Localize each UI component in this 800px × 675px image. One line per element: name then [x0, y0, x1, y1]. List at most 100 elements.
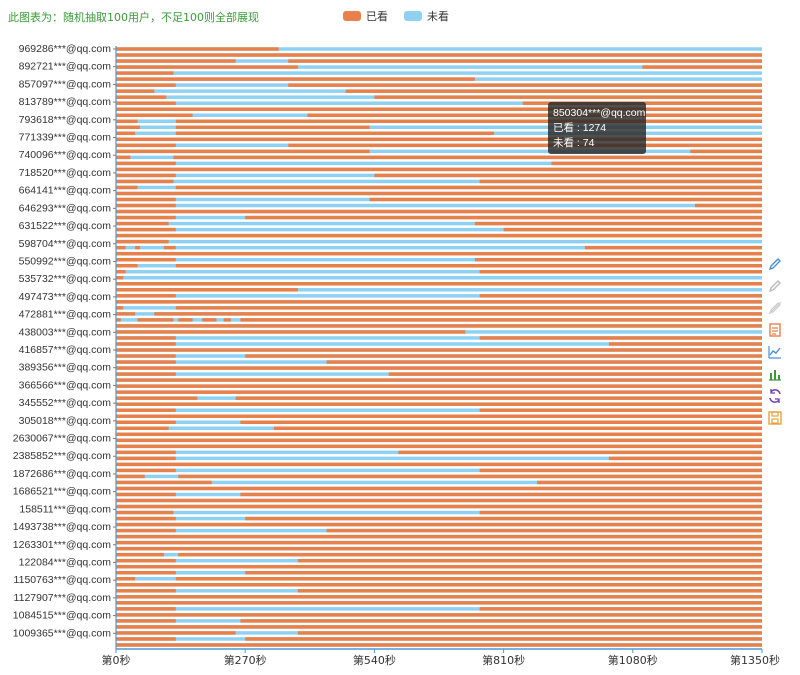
bar-watched[interactable] — [116, 47, 279, 51]
bar-watched[interactable] — [116, 564, 762, 569]
bar-watched[interactable] — [116, 510, 174, 515]
bar-watched[interactable] — [288, 83, 762, 87]
bar-watched[interactable] — [116, 348, 762, 352]
bar-watched[interactable] — [116, 342, 176, 346]
bar-watched[interactable] — [116, 408, 176, 412]
bar-unwatched[interactable] — [116, 270, 762, 274]
bar-watched[interactable] — [116, 95, 167, 99]
bar-watched[interactable] — [116, 101, 176, 105]
bar-watched[interactable] — [240, 420, 762, 424]
bar-watched[interactable] — [245, 571, 762, 575]
bar-watched[interactable] — [116, 396, 198, 400]
bar-watched[interactable] — [116, 306, 124, 310]
bar-watched[interactable] — [175, 131, 495, 136]
bar-watched[interactable] — [116, 577, 136, 581]
bar-watched[interactable] — [154, 312, 762, 316]
bar-watched[interactable] — [288, 143, 762, 148]
bar-watched[interactable] — [116, 282, 762, 286]
bar-watched[interactable] — [116, 390, 762, 394]
bar-unwatched[interactable] — [116, 221, 762, 226]
bar-watched[interactable] — [245, 516, 762, 521]
bar-unwatched[interactable] — [116, 101, 762, 105]
bar-watched[interactable] — [116, 498, 762, 503]
save-image-icon[interactable] — [766, 409, 784, 427]
bar-watched[interactable] — [202, 318, 217, 322]
bar-watched[interactable] — [116, 137, 762, 142]
chart-toolbox[interactable] — [766, 255, 786, 431]
bar-watched[interactable] — [116, 209, 762, 214]
bar-unwatched[interactable] — [116, 480, 762, 485]
bar-watched[interactable] — [116, 420, 176, 424]
bar-watched[interactable] — [116, 221, 169, 226]
bar-watched[interactable] — [116, 167, 762, 172]
bar-watched[interactable] — [116, 65, 298, 69]
bar-watched[interactable] — [116, 444, 762, 449]
bar-watched[interactable] — [116, 318, 121, 322]
bar-watched[interactable] — [584, 245, 762, 250]
bar-watched[interactable] — [116, 270, 126, 274]
bar-watched[interactable] — [175, 185, 762, 190]
bar-watched[interactable] — [116, 336, 176, 340]
bar-watched[interactable] — [116, 125, 140, 130]
bar-watched[interactable] — [116, 215, 176, 220]
bar-unwatched[interactable] — [116, 607, 762, 611]
bar-chart-icon[interactable] — [766, 365, 784, 383]
bar-watched[interactable] — [479, 179, 762, 184]
bar-watched[interactable] — [116, 360, 176, 364]
bar-watched[interactable] — [116, 59, 236, 63]
line-chart-icon[interactable] — [766, 343, 784, 361]
bar-watched[interactable] — [116, 583, 762, 587]
bar-watched[interactable] — [116, 179, 174, 184]
bar-watched[interactable] — [175, 306, 762, 310]
bar-watched[interactable] — [116, 197, 176, 202]
bar-watched[interactable] — [245, 215, 762, 220]
bar-watched[interactable] — [116, 462, 762, 467]
bar-watched[interactable] — [116, 534, 762, 539]
bar-watched[interactable] — [116, 227, 176, 232]
bar-watched[interactable] — [116, 601, 762, 605]
pencil-faded-icon[interactable] — [766, 277, 784, 295]
bar-unwatched[interactable] — [116, 342, 762, 346]
bar-watched[interactable] — [608, 342, 762, 346]
bar-watched[interactable] — [116, 546, 762, 551]
bar-watched[interactable] — [297, 631, 762, 635]
bar-watched[interactable] — [116, 233, 762, 238]
bar-watched[interactable] — [116, 492, 176, 497]
bar-watched[interactable] — [479, 408, 762, 412]
bar-unwatched[interactable] — [116, 203, 762, 208]
bar-watched[interactable] — [116, 414, 762, 418]
bar-watched[interactable] — [374, 173, 762, 178]
bar-watched[interactable] — [116, 330, 466, 334]
bar-watched[interactable] — [116, 53, 762, 57]
bar-watched[interactable] — [116, 619, 176, 623]
bar-unwatched[interactable] — [116, 71, 762, 75]
bar-watched[interactable] — [116, 191, 762, 196]
bar-watched[interactable] — [116, 89, 155, 93]
bar-watched[interactable] — [116, 366, 762, 370]
bar-unwatched[interactable] — [116, 408, 762, 412]
bar-watched[interactable] — [116, 300, 762, 304]
bar-watched[interactable] — [223, 318, 231, 322]
bar-unwatched[interactable] — [116, 179, 762, 184]
bar-unwatched[interactable] — [116, 227, 762, 232]
bar-unwatched[interactable] — [116, 149, 762, 154]
bar-unwatched[interactable] — [116, 468, 762, 473]
bar-watched[interactable] — [116, 77, 475, 81]
restore-icon[interactable] — [766, 387, 784, 405]
bar-watched[interactable] — [116, 71, 174, 75]
bar-unwatched[interactable] — [116, 161, 762, 166]
bar-watched[interactable] — [326, 528, 762, 533]
bar-watched[interactable] — [116, 113, 193, 117]
bar-watched[interactable] — [479, 270, 762, 274]
bar-unwatched[interactable] — [116, 276, 762, 280]
bar-watched[interactable] — [116, 131, 136, 136]
bar-watched[interactable] — [173, 155, 763, 160]
bar-watched[interactable] — [116, 625, 762, 629]
bar-watched[interactable] — [116, 402, 762, 406]
bar-watched[interactable] — [116, 558, 176, 563]
bar-watched[interactable] — [116, 83, 176, 87]
bar-watched[interactable] — [116, 203, 176, 208]
bar-watched[interactable] — [116, 426, 169, 431]
bar-watched[interactable] — [245, 637, 762, 641]
bar-watched[interactable] — [135, 245, 140, 250]
